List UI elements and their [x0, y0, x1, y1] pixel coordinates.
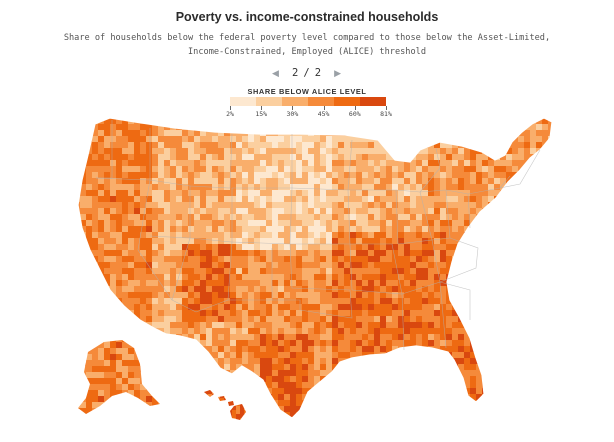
legend-tick-label: 45% — [317, 110, 330, 118]
legend-tick — [230, 106, 231, 110]
legend-tick — [386, 106, 387, 110]
pager-total: 2 — [314, 67, 323, 79]
legend-swatch — [334, 97, 360, 106]
legend-swatch — [282, 97, 308, 106]
legend-labels: 2% 15% 30% 45% 60% 81% — [226, 110, 392, 120]
legend-tick — [261, 106, 263, 110]
legend-tick-label: 60% — [348, 110, 361, 118]
legend-ticks — [230, 106, 387, 110]
legend-color-bar — [230, 97, 386, 106]
legend-swatch — [256, 97, 282, 106]
legend-tick-label: 81% — [380, 110, 392, 118]
legend-tick — [292, 106, 294, 110]
legend-swatch — [308, 97, 334, 106]
legend-tick-label: 30% — [286, 110, 299, 118]
legend-tick — [354, 106, 356, 110]
legend-tick — [323, 106, 325, 110]
alaska-counties — [78, 340, 160, 414]
legend-tick-label: 2% — [226, 110, 234, 118]
triangle-left-icon[interactable]: ◀ — [271, 68, 280, 78]
legend-tick-label: 15% — [255, 110, 268, 118]
contiguous-us-outline — [77, 117, 553, 419]
triangle-right-icon[interactable]: ▶ — [334, 68, 343, 78]
pager: ◀ 2 / 2 ▶ — [0, 67, 614, 79]
hawaii-counties — [204, 390, 246, 420]
chart-subtitle: Share of households below the federal po… — [40, 31, 574, 59]
legend-swatch — [360, 97, 386, 106]
contiguous-us-counties — [78, 118, 552, 418]
state-boundaries — [95, 120, 541, 351]
legend-title: SHARE BELOW ALICE LEVEL — [247, 87, 367, 96]
chart-title: Poverty vs. income-constrained household… — [175, 10, 439, 24]
subtitle-line-1: Share of households below the federal po… — [63, 33, 551, 43]
subtitle-line-2: Income-Constrained, Employed (ALICE) thr… — [188, 47, 426, 57]
pager-current: 2 — [291, 67, 300, 79]
pager-separator: / — [303, 67, 311, 79]
legend-swatch — [230, 97, 256, 106]
